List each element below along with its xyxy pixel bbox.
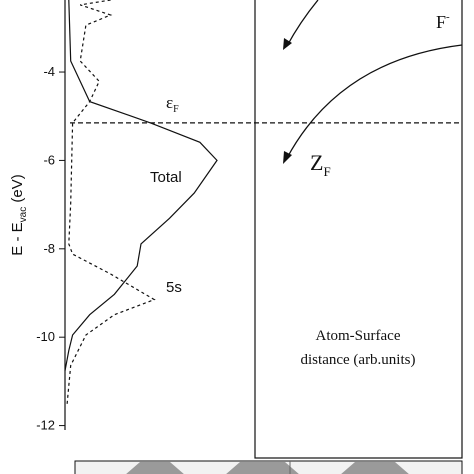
arrowhead <box>283 151 292 164</box>
y-tick-label: -10 <box>36 329 55 344</box>
strip-shapes <box>126 462 409 474</box>
y-tick-label: -4 <box>43 64 55 79</box>
arrow <box>286 44 463 159</box>
ion-label: F- <box>436 11 450 32</box>
series-line <box>66 0 156 407</box>
series-label: Total <box>150 169 182 186</box>
x-label: Atom-Surface <box>316 328 401 344</box>
panel-frame <box>254 0 463 459</box>
fermi-label: εF <box>166 93 179 115</box>
y-tick-label: -6 <box>43 152 55 167</box>
level-label: ZF <box>310 150 331 179</box>
arrow <box>286 0 319 47</box>
y-axis-label: E - Evac (eV) <box>9 174 29 255</box>
series-label: 5s <box>166 279 182 296</box>
series-line <box>64 0 218 371</box>
y-tick-label: -8 <box>43 241 55 256</box>
y-tick-label: -12 <box>36 418 55 433</box>
x-label: distance (arb.units) <box>301 352 416 368</box>
arrowhead <box>283 38 292 50</box>
